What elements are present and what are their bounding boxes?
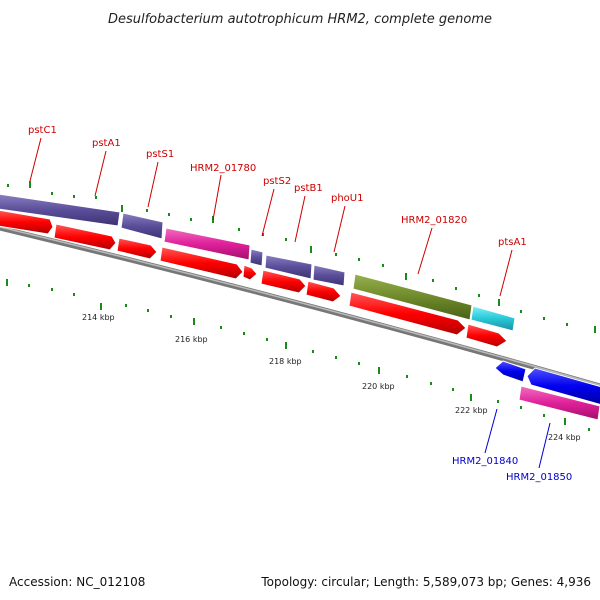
reverse-gene-labels: HRM2_01840 HRM2_01850 [452,456,572,483]
gene-bar-pstS2[interactable] [249,248,264,267]
cds-arrow-8[interactable] [348,291,467,336]
reverse-strand-genes [494,360,600,421]
tick-label-222: 222 kbp [455,406,488,415]
gene-label-pstS1: pstS1 [146,149,174,160]
gene-label-hrm2-01820: HRM2_01820 [401,215,467,226]
gene-feature-track [0,193,516,332]
tick-label-224: 224 kbp [548,433,581,442]
accession-text: Accession: NC_012108 [9,575,145,589]
genome-backbone [0,225,600,389]
tick-label-214: 214 kbp [82,313,115,322]
coordinate-tick-labels: 214 kbp 216 kbp 218 kbp 220 kbp 222 kbp … [82,313,581,442]
cds-arrow-7[interactable] [305,280,342,303]
gene-bar-pstB1[interactable] [264,254,313,280]
gene-label-pstC1: pstC1 [28,125,57,136]
gene-label-phoU1: phoU1 [331,193,364,204]
forward-cds-arrows [0,209,508,348]
gene-bar-phoU1[interactable] [312,264,346,287]
gene-bar-hrm2-01840[interactable] [494,360,527,383]
forward-label-leaders [29,137,513,297]
topology-text: Topology: circular; Length: 5,589,073 bp… [260,575,591,589]
cds-arrow-1[interactable] [0,209,54,235]
gene-label-pstA1: pstA1 [92,138,121,149]
gene-bar-pstC1[interactable] [0,193,121,227]
genome-title: Desulfobacterium autotrophicum HRM2, com… [108,12,492,27]
forward-gene-labels: pstC1 pstA1 pstS1 HRM2_01780 pstS2 pstB1… [28,125,527,248]
gene-label-pstB1: pstB1 [294,183,323,194]
reverse-label-leaders [484,408,551,469]
tick-label-218: 218 kbp [269,357,302,366]
cds-arrow-2[interactable] [53,223,117,251]
gene-label-hrm2-01840: HRM2_01840 [452,456,518,467]
gene-bar-ptsA1[interactable] [470,305,516,332]
gene-label-pstS2: pstS2 [263,176,291,187]
forward-scale-ticks [7,181,596,333]
cds-arrow-4[interactable] [159,246,244,280]
tick-label-216: 216 kbp [175,335,208,344]
cds-arrow-9[interactable] [465,323,508,348]
coordinate-scale-ticks [6,279,590,431]
gene-label-ptsA1: ptsA1 [498,237,527,248]
gene-label-hrm2-01780: HRM2_01780 [190,163,256,174]
gene-bar-hrm2-01820[interactable] [352,273,473,321]
cds-arrow-5[interactable] [242,264,258,281]
tick-label-220: 220 kbp [362,382,395,391]
cds-arrow-3[interactable] [116,237,158,260]
gene-bar-pstA1[interactable] [120,212,164,240]
gene-bar-hrm2-01850[interactable] [518,385,600,421]
cds-arrow-6[interactable] [260,269,307,294]
gene-label-hrm2-01850: HRM2_01850 [506,472,572,483]
cds-arrow-reverse[interactable] [526,367,600,405]
gene-bar-hrm2-01780[interactable] [163,227,251,261]
